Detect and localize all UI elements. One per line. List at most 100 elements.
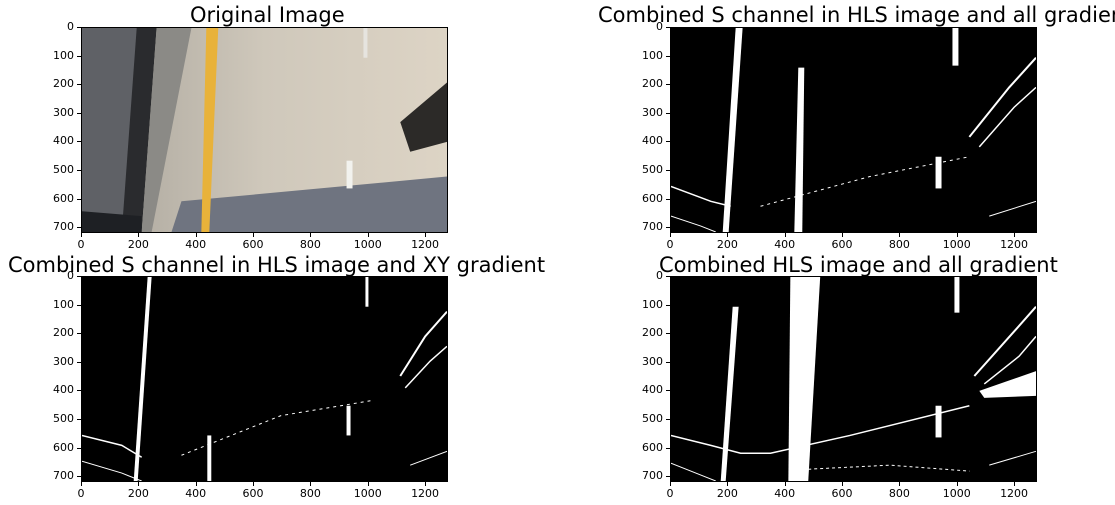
x-tick-label: 800 xyxy=(888,487,910,500)
y-tick-label: 500 xyxy=(53,412,74,426)
y-tick-label: 100 xyxy=(53,48,74,62)
y-tick-mark xyxy=(77,419,81,421)
x-tick-label: 0 xyxy=(666,487,674,500)
y-tick-mark xyxy=(666,447,670,449)
y-tick-mark xyxy=(666,27,670,28)
x-tick-label: 200 xyxy=(127,238,149,251)
y-tick-label: 500 xyxy=(642,163,663,177)
x-tick-label: 600 xyxy=(831,238,853,251)
x-tick-mark xyxy=(367,482,369,486)
panel-title: Combined S channel in HLS image and all … xyxy=(598,3,1115,27)
x-tick-mark xyxy=(81,482,82,486)
x-tick-label: 600 xyxy=(831,487,853,500)
x-tick-label: 0 xyxy=(666,238,674,251)
panel-title: Original Image xyxy=(190,3,345,27)
original-image xyxy=(81,27,448,233)
x-tick-label: 400 xyxy=(185,487,207,500)
y-tick-mark xyxy=(666,361,670,363)
x-tick-label: 1200 xyxy=(411,487,440,500)
binary-image xyxy=(670,276,1037,482)
x-tick-mark xyxy=(138,482,140,486)
x-tick-label: 0 xyxy=(77,238,85,251)
y-tick-mark xyxy=(666,170,670,172)
y-tick-mark xyxy=(77,55,81,57)
binary-lanes xyxy=(671,277,1036,481)
y-tick-label: 200 xyxy=(642,326,663,340)
y-tick-mark xyxy=(77,304,81,306)
y-tick-mark xyxy=(666,476,670,478)
x-tick-mark xyxy=(253,482,255,486)
x-tick-label: 400 xyxy=(185,238,207,251)
y-tick-label: 400 xyxy=(53,134,74,148)
y-tick-label: 400 xyxy=(53,383,74,397)
x-tick-label: 200 xyxy=(716,487,738,500)
y-tick-label: 600 xyxy=(53,440,74,454)
x-tick-label: 1000 xyxy=(942,238,971,251)
y-tick-mark xyxy=(666,333,670,335)
y-tick-label: 200 xyxy=(53,77,74,91)
binary-lanes xyxy=(82,277,447,481)
y-tick-label: 0 xyxy=(656,269,663,282)
y-tick-label: 100 xyxy=(53,297,74,311)
y-tick-mark xyxy=(77,227,81,229)
y-tick-mark xyxy=(77,27,81,28)
x-tick-label: 800 xyxy=(299,487,321,500)
y-tick-label: 300 xyxy=(53,354,74,368)
y-tick-mark xyxy=(77,276,81,277)
x-tick-label: 1200 xyxy=(1000,238,1029,251)
x-tick-mark xyxy=(195,233,197,237)
y-tick-mark xyxy=(666,141,670,143)
panel-title: Combined HLS image and all gradient xyxy=(659,253,1058,277)
y-tick-mark xyxy=(666,84,670,86)
x-tick-label: 1200 xyxy=(411,238,440,251)
x-tick-mark xyxy=(842,482,844,486)
x-tick-label: 1200 xyxy=(1000,487,1029,500)
y-tick-mark xyxy=(77,447,81,449)
x-tick-label: 400 xyxy=(774,487,796,500)
x-tick-label: 200 xyxy=(716,238,738,251)
x-tick-label: 800 xyxy=(299,238,321,251)
y-tick-label: 100 xyxy=(642,48,663,62)
y-tick-mark xyxy=(77,476,81,478)
road-photo xyxy=(82,28,447,232)
y-tick-mark xyxy=(77,361,81,363)
y-tick-mark xyxy=(666,227,670,229)
x-tick-label: 400 xyxy=(774,238,796,251)
binary-lanes xyxy=(671,28,1036,232)
x-tick-mark xyxy=(899,233,901,237)
binary-image xyxy=(81,276,448,482)
y-tick-label: 200 xyxy=(642,77,663,91)
y-tick-mark xyxy=(77,390,81,392)
x-tick-mark xyxy=(425,233,427,237)
x-tick-mark xyxy=(138,233,140,237)
x-tick-label: 1000 xyxy=(353,487,382,500)
y-tick-label: 300 xyxy=(53,105,74,119)
y-tick-label: 400 xyxy=(642,383,663,397)
x-tick-label: 200 xyxy=(127,487,149,500)
y-tick-mark xyxy=(77,170,81,172)
y-tick-mark xyxy=(666,198,670,200)
panel-title: Combined S channel in HLS image and XY g… xyxy=(8,253,546,277)
x-tick-label: 600 xyxy=(242,238,264,251)
x-tick-mark xyxy=(956,482,958,486)
binary-image xyxy=(670,27,1037,233)
x-tick-mark xyxy=(727,233,729,237)
x-tick-label: 800 xyxy=(888,238,910,251)
y-tick-label: 600 xyxy=(53,191,74,205)
y-tick-mark xyxy=(666,112,670,114)
x-tick-mark xyxy=(195,482,197,486)
x-tick-mark xyxy=(784,482,786,486)
x-tick-mark xyxy=(784,233,786,237)
y-tick-label: 0 xyxy=(656,20,663,33)
y-tick-mark xyxy=(77,141,81,143)
x-tick-mark xyxy=(310,233,312,237)
y-tick-label: 500 xyxy=(642,412,663,426)
x-tick-mark xyxy=(670,233,671,237)
y-tick-label: 400 xyxy=(642,134,663,148)
x-tick-mark xyxy=(842,233,844,237)
y-tick-mark xyxy=(666,276,670,277)
x-tick-mark xyxy=(367,233,369,237)
x-tick-label: 1000 xyxy=(942,487,971,500)
y-tick-mark xyxy=(77,198,81,200)
x-tick-mark xyxy=(670,482,671,486)
